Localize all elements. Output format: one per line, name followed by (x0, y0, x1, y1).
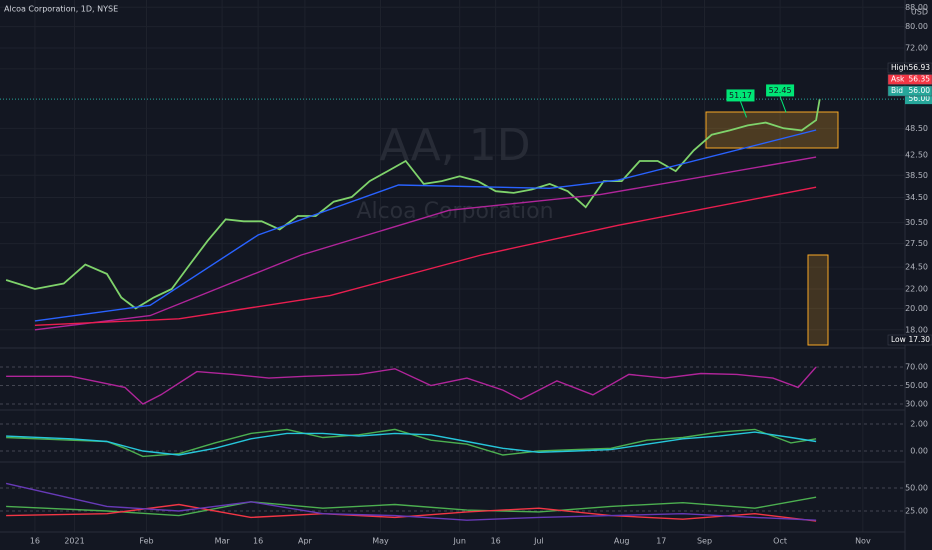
low-tag-label: Low (891, 335, 906, 344)
x-tick-label: Jun (452, 537, 466, 546)
y-tick-label: 30.50 (905, 218, 928, 227)
price-tag-value: 56.00 (909, 86, 931, 95)
last-price-label: 56.00 (909, 94, 931, 103)
price-tag-label: Bid (891, 86, 903, 95)
price-tag-label: Ask (891, 75, 905, 84)
y-tick-label: 22.00 (905, 284, 928, 293)
series-line (34, 129, 817, 322)
x-tick-label: Nov (855, 537, 871, 546)
y-tick-label: 50.00 (905, 483, 928, 492)
y-tick-label: 70.00 (905, 362, 928, 371)
price-tag (887, 74, 932, 85)
x-tick-label: Oct (773, 537, 787, 546)
y-tick-label: 48.50 (905, 124, 928, 133)
y-tick-label: 24.50 (905, 263, 928, 272)
y-tick-label: 38.50 (905, 171, 928, 180)
y-tick-label: 80.00 (905, 22, 928, 31)
series-line (5, 482, 817, 521)
y-tick-label: 2.00 (910, 420, 928, 429)
annotation-pointer (740, 101, 747, 118)
low-tag-value: 17.30 (909, 335, 931, 344)
y-tick-label: 42.50 (905, 151, 928, 160)
last-price-tag (905, 94, 932, 105)
annotation-box (766, 84, 795, 97)
x-tick-label: 17 (656, 537, 666, 546)
low-tag (887, 334, 932, 346)
y-tick-label: 18.00 (905, 325, 928, 334)
price-tag-value: 56.35 (909, 75, 931, 84)
price-tag (887, 62, 932, 74)
x-tick-label: 16 (253, 537, 263, 546)
y-tick-label: 34.50 (905, 193, 928, 202)
x-tick-label: 2021 (64, 537, 84, 546)
x-tick-label: Aug (614, 537, 630, 546)
annotation-label: 51.17 (729, 91, 752, 100)
series-line (6, 503, 817, 522)
highlight-box (705, 111, 839, 149)
x-tick-label: Apr (298, 537, 313, 546)
y-tick-label: 50.00 (905, 381, 928, 390)
series-line (6, 431, 817, 456)
y-tick-label: 88.00 (905, 3, 928, 12)
grid (0, 0, 905, 532)
chart-title: Alcoa Corporation, 1D, NYSE (4, 5, 118, 14)
series-line (5, 98, 821, 310)
marks (0, 96, 905, 522)
x-tick-label: 16 (30, 537, 40, 546)
x-tick-label: Mar (215, 537, 231, 546)
y-tick-label: 25.00 (905, 506, 928, 515)
currency: USD (911, 8, 928, 17)
x-tick-label: May (372, 537, 389, 546)
y-tick-label: 0.00 (910, 446, 928, 455)
price-tag-value: 56.93 (909, 63, 931, 72)
series-line (34, 186, 817, 326)
x-tick-label: Feb (139, 537, 153, 546)
annotation-pointer (779, 96, 787, 113)
price-tag-label: High (891, 63, 908, 72)
series-line (6, 366, 817, 405)
series-line (6, 496, 817, 517)
y-tick-label: 20.00 (905, 304, 928, 313)
x-tick-label: Sep (697, 537, 712, 546)
volume-highlight (807, 254, 829, 346)
y-tick-label: 27.50 (905, 239, 928, 248)
x-tick-label: 16 (491, 537, 501, 546)
labels: 88.0080.0072.0065.0048.5042.5038.5034.50… (30, 3, 932, 546)
y-tick-label: 30.00 (905, 400, 928, 409)
annotation-box (726, 89, 755, 102)
y-tick-label: 72.00 (905, 44, 928, 53)
annotation-label: 52.45 (769, 86, 792, 95)
x-tick-label: Jul (533, 537, 544, 546)
series-line (34, 156, 817, 331)
price-tag (887, 85, 932, 97)
